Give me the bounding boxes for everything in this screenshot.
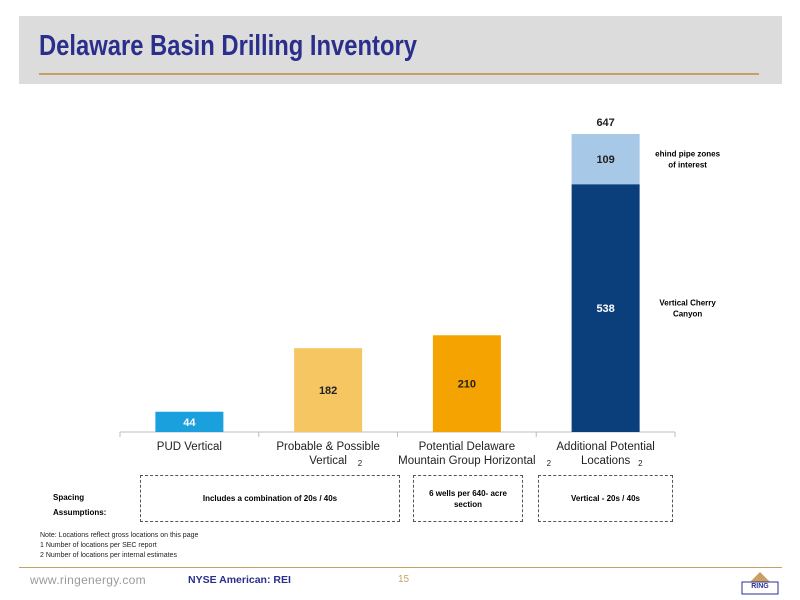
footer-website-link[interactable]: www.ringenergy.com <box>30 573 146 587</box>
x-tick-label: Additional Potential <box>556 441 654 453</box>
bar-total-label: 647 <box>596 117 614 129</box>
series-annotation: ehind pipe zones <box>655 150 720 159</box>
header-band <box>19 16 782 84</box>
x-tick-footnote-marker: 2 <box>547 459 552 468</box>
spacing-assumptions-label: Spacing Assumptions: <box>53 493 107 517</box>
bar-value-label: 210 <box>458 379 476 391</box>
spacing-box-combination: Includes a combination of 20s / 40s <box>140 475 400 522</box>
footer-ticker: NYSE American: REI <box>188 574 291 586</box>
bar-segment <box>432 335 501 432</box>
series-annotation: Vertical Cherry <box>659 299 716 308</box>
x-tick-label: PUD Vertical <box>157 441 222 453</box>
footnotes: Note: Locations reflect gross locations … <box>40 531 198 561</box>
bar-segment <box>571 184 640 432</box>
x-tick-footnote-marker: 2 <box>638 459 643 468</box>
x-tick-label: Probable & Possible <box>276 441 380 453</box>
x-tick-label-line2: Mountain Group Horizontal <box>398 455 535 467</box>
title-divider <box>39 73 759 75</box>
page-number: 15 <box>398 574 410 585</box>
footnote-1: 1 Number of locations per SEC report <box>40 542 157 549</box>
footnote-2: 2 Number of locations per internal estim… <box>40 552 177 559</box>
x-tick-label: Potential Delaware <box>419 441 516 453</box>
ring-energy-logo: RING <box>738 571 782 597</box>
bar-value-label: 44 <box>183 417 196 429</box>
series-annotation: Canyon <box>673 310 702 319</box>
logo-mark-icon <box>741 572 779 595</box>
bar-value-label: 182 <box>319 385 337 397</box>
x-tick-label-line2: Vertical <box>309 455 347 467</box>
bar-value-label: 538 <box>596 303 614 315</box>
series-annotation: of interest <box>668 161 707 170</box>
spacing-box-wells-per-section: 6 wells per 640- acre section <box>413 475 523 522</box>
spacing-box-vertical: Vertical - 20s / 40s <box>538 475 673 522</box>
bar-chart: 44 PUD Vertical 182 Probable & Possible Vert… <box>119 117 721 468</box>
x-tick-footnote-marker: 2 <box>358 459 363 468</box>
logo-text: RING <box>751 583 769 590</box>
bar-segment <box>571 134 640 185</box>
bar-segment <box>294 348 363 432</box>
bar-value-label: 109 <box>596 154 614 166</box>
x-tick-label-line2: Locations <box>581 455 630 467</box>
footer-divider <box>19 567 782 568</box>
page-title: Delaware Basin Drilling Inventory <box>39 30 417 62</box>
footnote-note: Note: Locations reflect gross locations … <box>40 532 199 539</box>
bar-segment <box>155 411 224 432</box>
